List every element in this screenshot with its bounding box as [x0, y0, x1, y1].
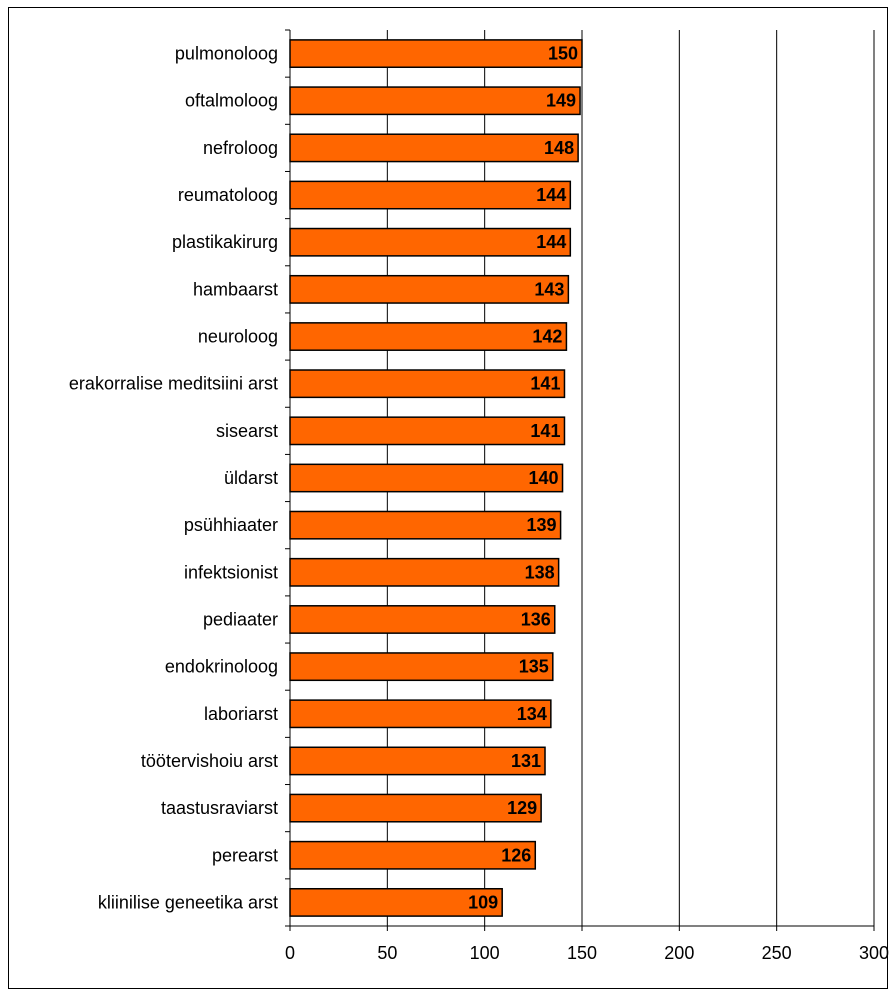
x-tick-label: 200 [664, 943, 694, 963]
data-label: 148 [544, 138, 574, 158]
category-label: endokrinoloog [165, 657, 278, 677]
x-tick-label: 0 [285, 943, 295, 963]
x-tick-label: 150 [567, 943, 597, 963]
category-label: pulmonoloog [175, 44, 278, 64]
bar [289, 416, 566, 446]
category-label: nefroloog [203, 138, 278, 158]
category-label: pediaater [203, 609, 278, 629]
data-label: 144 [536, 232, 566, 252]
category-label: sisearst [216, 421, 278, 441]
bar [289, 652, 554, 682]
x-tick-label: 250 [762, 943, 792, 963]
data-label: 134 [517, 704, 547, 724]
bar [289, 840, 537, 870]
data-label: 138 [525, 562, 555, 582]
bar [289, 133, 579, 163]
data-label: 140 [528, 468, 558, 488]
x-tick-label: 300 [859, 943, 889, 963]
data-label: 126 [501, 845, 531, 865]
bar [289, 86, 581, 116]
category-label: oftalmoloog [185, 91, 278, 111]
category-label: töötervishoiu arst [141, 751, 278, 771]
bar [289, 746, 546, 776]
category-label: üldarst [224, 468, 278, 488]
bar [289, 887, 503, 917]
data-label: 141 [530, 421, 560, 441]
category-label: reumatoloog [178, 185, 278, 205]
data-label: 149 [546, 91, 576, 111]
x-tick-labels: 0 50 100 150 200 250 300 [285, 943, 889, 963]
category-label: erakorralise meditsiini arst [69, 374, 278, 394]
category-label: plastikakirurg [172, 232, 278, 252]
x-tick-label: 50 [377, 943, 397, 963]
category-label: taastusraviarst [161, 798, 278, 818]
data-label: 135 [519, 657, 549, 677]
bar [289, 227, 572, 257]
bar [289, 39, 583, 69]
bar [289, 605, 556, 634]
data-label: 150 [548, 44, 578, 64]
bar [289, 510, 562, 540]
chart-frame [8, 7, 888, 989]
bar [289, 793, 542, 823]
data-label: 141 [530, 374, 560, 394]
bar [289, 699, 552, 729]
bars: 150 149 148 144 144 143 142 141 141 140 139 138 136 1… [289, 39, 583, 917]
category-label: neuroloog [198, 327, 278, 347]
data-label: 129 [507, 798, 537, 818]
bar [289, 557, 560, 587]
data-label: 142 [532, 327, 562, 347]
data-label: 109 [468, 892, 498, 912]
category-label: perearst [212, 845, 278, 865]
data-label: 136 [521, 609, 551, 629]
bar [289, 463, 564, 493]
data-label: 139 [527, 515, 557, 535]
category-label: kliinilise geneetika arst [98, 892, 278, 912]
bar [289, 274, 570, 304]
gridlines [386, 30, 875, 926]
category-label: hambaarst [193, 279, 278, 299]
bar [289, 369, 566, 399]
data-label: 143 [534, 279, 564, 299]
category-labels: pulmonoloog oftalmoloog nefroloog reumatolo… [69, 44, 278, 913]
bar [289, 180, 572, 210]
category-label: psühhiaater [184, 515, 278, 535]
bar [289, 322, 568, 351]
x-tick-label: 100 [470, 943, 500, 963]
data-label: 144 [536, 185, 566, 205]
category-label: laboriarst [204, 704, 278, 724]
category-label: infektsionist [184, 562, 278, 582]
data-label: 131 [511, 751, 541, 771]
